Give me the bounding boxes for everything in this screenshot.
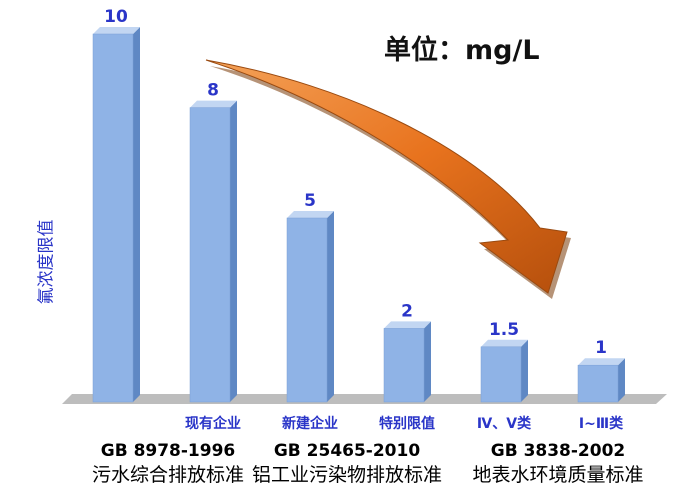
bar-front (480, 346, 522, 403)
bar-side (133, 27, 140, 402)
data-label: 1.5 (489, 320, 519, 340)
chart-floor (62, 394, 667, 404)
bar (480, 339, 528, 403)
data-label: 2 (401, 301, 413, 321)
bar-side (521, 339, 528, 402)
bar-top (93, 27, 140, 34)
standard-code: GB 8978-1996 (100, 441, 236, 461)
bar-front (577, 364, 619, 403)
standard-name: 污水综合排放标准 (91, 464, 244, 486)
bar-top (384, 321, 431, 329)
bar-side (327, 211, 334, 402)
standard-name: 铝工业污染物排放标准 (251, 464, 442, 486)
bar-side (618, 358, 625, 402)
standard-group-3: GB 3838-2002 地表水环境质量标准 (458, 440, 658, 488)
bar-top (190, 100, 237, 108)
bar-front (383, 328, 425, 403)
bar-front (286, 217, 328, 403)
bar-top (481, 339, 528, 347)
bar (286, 211, 334, 403)
standard-code: GB 3838-2002 (490, 441, 626, 461)
standard-name: 地表水环境质量标准 (472, 464, 644, 486)
standard-group-2: GB 25465-2010 铝工业污染物排放标准 (236, 440, 458, 488)
bar-side (230, 100, 237, 402)
bar-top (578, 358, 625, 366)
data-label: 5 (304, 191, 316, 211)
unit-label: 单位：mg/L (384, 35, 540, 66)
bar-front (92, 33, 134, 403)
category-label: 新建企业 (282, 415, 338, 432)
decreasing-trend-arrow-icon (205, 59, 571, 299)
bar (383, 321, 431, 403)
category-label: Ⅳ、Ⅴ类 (477, 415, 532, 432)
standard-group-1: GB 8978-1996 污水综合排放标准 (68, 440, 268, 488)
bar (92, 27, 140, 403)
bar (189, 100, 237, 403)
bar (577, 358, 625, 403)
category-label: Ⅰ~Ⅲ类 (579, 415, 624, 432)
standard-code: GB 25465-2010 (273, 441, 421, 461)
data-label: 8 (207, 81, 219, 101)
category-label: 现有企业 (185, 415, 241, 432)
category-label: 特别限值 (379, 415, 435, 432)
bar-side (424, 321, 431, 402)
bar-front (189, 107, 231, 403)
data-label: 1 (595, 338, 607, 358)
data-label: 10 (104, 7, 128, 27)
bar-top (287, 211, 334, 218)
